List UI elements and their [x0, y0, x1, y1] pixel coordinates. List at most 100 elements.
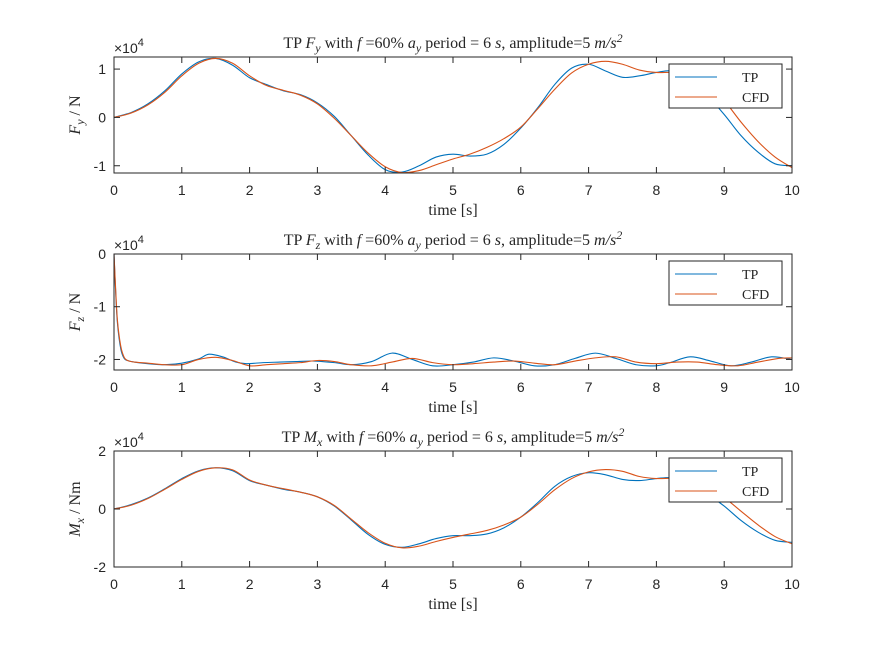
chart-title-part: a: [408, 232, 416, 249]
exponent-base: ×10: [114, 237, 138, 253]
legend-label-cfd: CFD: [742, 485, 769, 500]
chart-title-part: f: [357, 35, 364, 52]
exponent-base: ×10: [114, 40, 138, 56]
legend-label-cfd: CFD: [742, 91, 769, 106]
chart-title-part: , amplitude=5: [503, 429, 596, 446]
exponent-power: 4: [138, 37, 144, 49]
y-axis-label-part: F: [67, 321, 84, 332]
x-tick-label: 1: [178, 379, 186, 395]
chart-panel-3: 0 1 2 3 4 5 6 7 8 9 10-202×104 TP Mx with f =60% ay…: [67, 425, 800, 613]
chart-title-part: m/s: [594, 232, 616, 249]
y-axis-label-part: / N: [67, 292, 84, 316]
chart-title: TP Fz with f =60% ay period = 6 s, ampli…: [284, 228, 623, 252]
chart-title-part: with: [321, 35, 357, 52]
exponent-power: 4: [138, 234, 144, 246]
x-tick-label: 0: [110, 379, 118, 395]
y-axis-label-part: x: [73, 517, 87, 524]
chart-panel-1: 0 1 2 3 4 5 6 7 8 9 10-101×104 TP Fy with f =60% ay…: [67, 31, 800, 219]
chart-title-part: M: [303, 429, 319, 446]
chart-title-part: , amplitude=5: [501, 232, 594, 249]
x-tick-label: 2: [246, 576, 254, 592]
x-tick-label: 10: [784, 379, 800, 395]
exponent-power: 4: [138, 431, 144, 443]
chart-title-part: with: [322, 429, 358, 446]
x-tick-label: 6: [517, 576, 525, 592]
chart-title-part: TP: [282, 429, 304, 446]
x-tick-label: 6: [517, 379, 525, 395]
legend: TP CFD: [668, 260, 783, 306]
y-axis-label-part: / Nm: [67, 481, 84, 518]
x-axis-label: time [s]: [428, 202, 477, 219]
legend-label-tp: TP: [742, 268, 759, 283]
chart-title-part: with: [320, 232, 356, 249]
chart-title-part: s: [497, 429, 503, 446]
chart-title-part: period = 6: [421, 35, 495, 52]
x-tick-label: 1: [178, 182, 186, 198]
x-tick-label: 3: [314, 576, 322, 592]
x-tick-label: 10: [784, 182, 800, 198]
x-tick-label: 10: [784, 576, 800, 592]
chart-title-part: F: [305, 232, 316, 249]
y-tick-label: -2: [94, 559, 107, 575]
y-tick-label: -2: [94, 351, 107, 367]
x-tick-label: 9: [720, 576, 728, 592]
x-tick-label: 9: [720, 182, 728, 198]
x-tick-label: 5: [449, 182, 457, 198]
y-axis-label: Fz / N: [67, 292, 87, 332]
legend-label-tp: TP: [742, 71, 759, 86]
chart-title-part: m/s: [594, 35, 616, 52]
chart-title-part: a: [408, 35, 416, 52]
chart-title-part: f: [357, 232, 364, 249]
chart-title-part: y: [314, 41, 321, 55]
chart-title-part: z: [315, 238, 321, 252]
chart-title-part: period = 6: [421, 232, 495, 249]
chart-title-part: 2: [616, 228, 622, 242]
chart-title-part: F: [304, 35, 315, 52]
y-tick-label: -1: [94, 158, 107, 174]
series-line-cfd: [114, 254, 792, 367]
chart-title-part: =60%: [361, 232, 407, 249]
y-exponent-label: ×104: [114, 37, 144, 56]
chart-title-part: y: [415, 41, 422, 55]
x-tick-label: 7: [585, 182, 593, 198]
legend: TP CFD: [668, 63, 783, 109]
x-tick-label: 4: [381, 576, 389, 592]
y-axis-label-part: y: [73, 119, 87, 126]
chart-title-part: f: [359, 429, 366, 446]
x-tick-label: 5: [449, 379, 457, 395]
x-tick-label: 0: [110, 576, 118, 592]
legend-box: [668, 260, 783, 306]
y-axis-label-part: z: [73, 316, 87, 322]
chart-title-part: =60%: [363, 429, 409, 446]
chart-title-part: TP: [283, 35, 305, 52]
legend-label-tp: TP: [742, 465, 759, 480]
chart-title-part: s: [495, 35, 501, 52]
x-axis-label: time [s]: [428, 399, 477, 416]
y-axis-label: Fy / N: [67, 95, 87, 136]
legend-box: [668, 63, 783, 109]
y-tick-label: 1: [98, 61, 106, 77]
x-tick-label: 4: [381, 182, 389, 198]
x-tick-label: 7: [585, 576, 593, 592]
chart-title-part: 2: [618, 425, 624, 439]
x-tick-label: 3: [314, 182, 322, 198]
y-axis-label-part: F: [67, 125, 84, 136]
x-tick-label: 8: [653, 182, 661, 198]
legend-box: [668, 457, 783, 503]
legend: TP CFD: [668, 457, 783, 503]
x-tick-label: 7: [585, 379, 593, 395]
x-tick-label: 9: [720, 379, 728, 395]
x-tick-label: 8: [653, 576, 661, 592]
x-tick-label: 8: [653, 379, 661, 395]
chart-title-part: 2: [617, 31, 623, 45]
chart-title: TP Fy with f =60% ay period = 6 s, ampli…: [283, 31, 622, 55]
x-tick-label: 1: [178, 576, 186, 592]
y-tick-label: -1: [94, 299, 107, 315]
chart-title-part: s: [495, 232, 501, 249]
x-tick-label: 0: [110, 182, 118, 198]
x-axis-label: time [s]: [428, 596, 477, 613]
chart-title-part: y: [417, 435, 424, 449]
legend-label-cfd: CFD: [742, 288, 769, 303]
x-tick-label: 3: [314, 379, 322, 395]
x-tick-label: 6: [517, 182, 525, 198]
